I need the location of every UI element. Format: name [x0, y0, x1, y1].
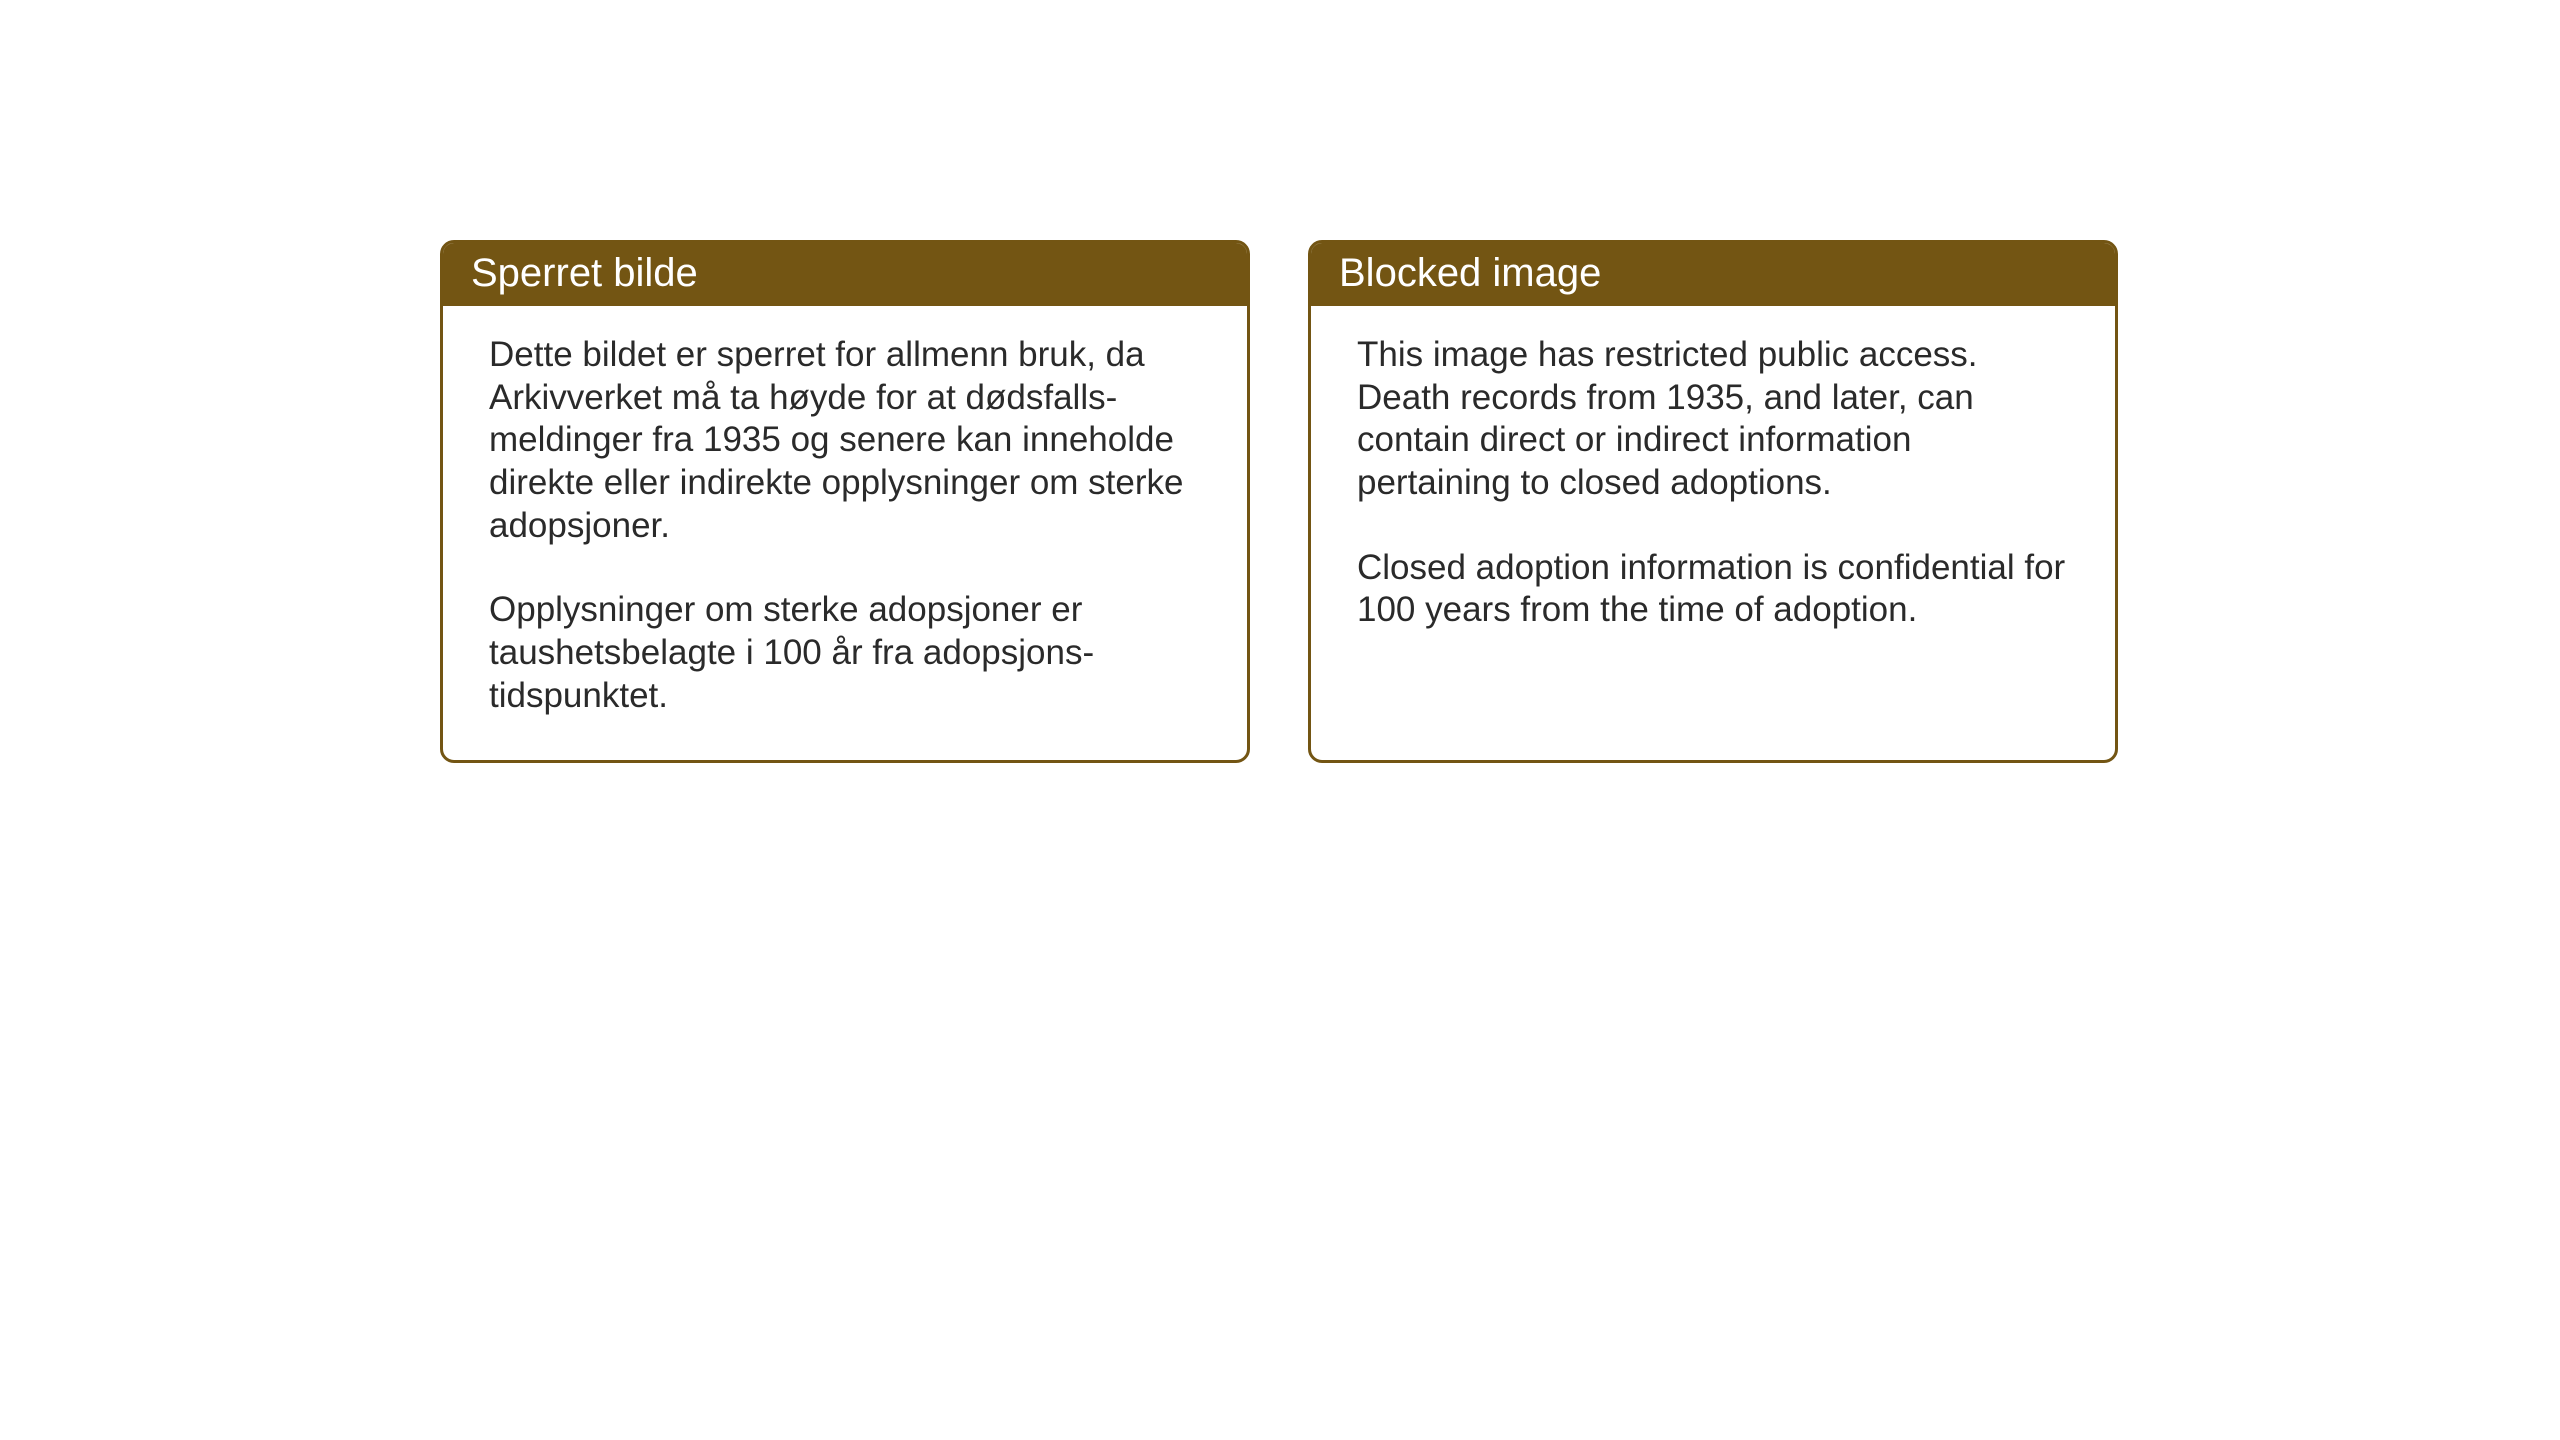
notice-paragraph-2-english: Closed adoption information is confident…	[1357, 547, 2069, 632]
notice-title-norwegian: Sperret bilde	[471, 251, 698, 295]
notice-body-norwegian: Dette bildet er sperret for allmenn bruk…	[443, 306, 1247, 760]
notice-box-norwegian: Sperret bilde Dette bildet er sperret fo…	[440, 240, 1250, 763]
notice-paragraph-1-norwegian: Dette bildet er sperret for allmenn bruk…	[489, 334, 1201, 547]
notice-header-english: Blocked image	[1311, 243, 2115, 306]
notice-container: Sperret bilde Dette bildet er sperret fo…	[440, 240, 2118, 763]
notice-title-english: Blocked image	[1339, 251, 1601, 295]
notice-paragraph-2-norwegian: Opplysninger om sterke adopsjoner er tau…	[489, 589, 1201, 717]
notice-header-norwegian: Sperret bilde	[443, 243, 1247, 306]
notice-box-english: Blocked image This image has restricted …	[1308, 240, 2118, 763]
notice-paragraph-1-english: This image has restricted public access.…	[1357, 334, 2069, 505]
notice-body-english: This image has restricted public access.…	[1311, 306, 2115, 720]
